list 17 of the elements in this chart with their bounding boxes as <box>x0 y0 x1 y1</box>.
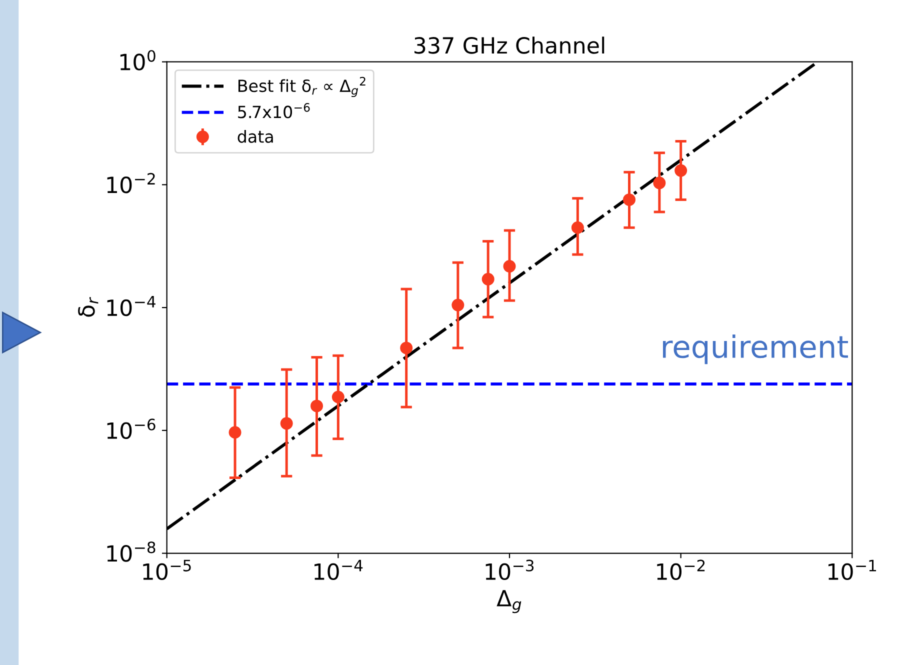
legend-label: Best fit δ$_{r}$ ∝ Δ$_{g}$$^{2}$ <box>238 76 366 98</box>
y-tick-label: 10$^{−2}$ <box>107 172 155 194</box>
y-tick-label: 10$^{−6}$ <box>107 418 156 440</box>
annotation: requirement <box>662 334 848 364</box>
y-tick-label: 10$^{0}$ <box>120 50 156 70</box>
y-tick-label: 10$^{−4}$ <box>107 296 156 316</box>
y-axis-title: δ$_{r}$ <box>78 296 98 317</box>
legend-label: data <box>238 130 273 143</box>
y-tick-label: 10$^{−8}$ <box>107 542 156 562</box>
x-tick-label: 10$^{−1}$ <box>828 560 876 580</box>
x-tick-label: 10$^{−2}$ <box>657 560 705 580</box>
x-tick-label: 10$^{−4}$ <box>314 560 363 580</box>
x-axis-title: Δ$_{g}$ <box>496 590 522 614</box>
legend-label: 5.7x10$^{−6}$ <box>238 103 310 118</box>
chart-title: 337 GHz Channel <box>414 36 604 54</box>
x-tick-label: 10$^{−5}$ <box>143 560 191 580</box>
x-tick-label: 10$^{−3}$ <box>486 560 534 580</box>
